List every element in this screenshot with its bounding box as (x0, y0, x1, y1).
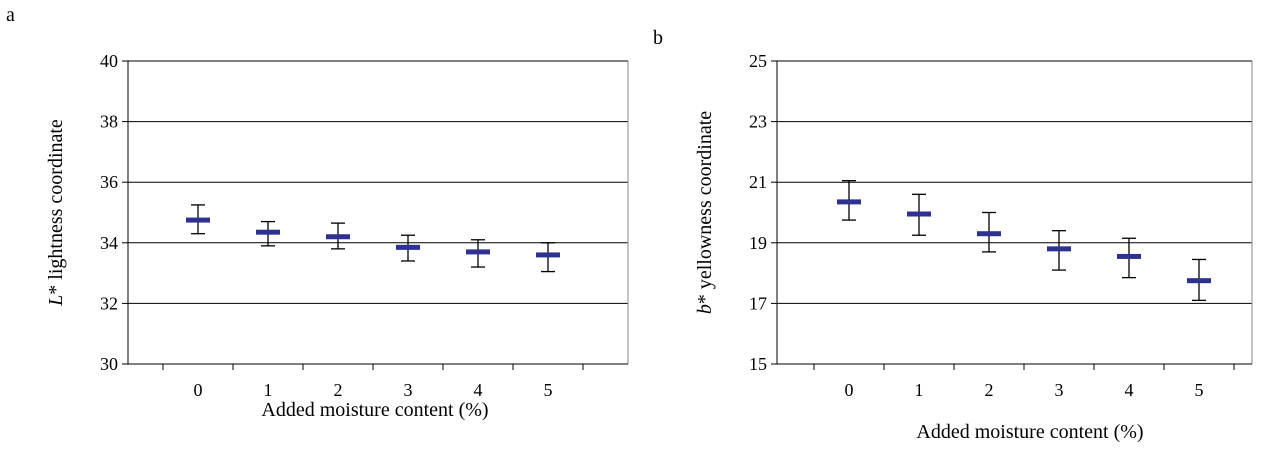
x-tick-label: 5 (1195, 380, 1204, 400)
panel-letter-b: b (653, 27, 663, 49)
y-tick-label: 21 (749, 172, 767, 192)
y-tick-label: 17 (749, 293, 767, 313)
data-point (256, 229, 280, 235)
x-axis-title: Added moisture content (%) (916, 421, 1143, 443)
x-tick-label: 0 (194, 380, 203, 400)
data-point (536, 252, 560, 258)
y-axis-title: b* yellowness coordinate (694, 111, 716, 314)
y-axis-title: L* lightness coordinate (45, 119, 67, 307)
data-point (837, 199, 861, 205)
data-point (1047, 246, 1071, 252)
y-tick-label: 34 (100, 233, 118, 253)
y-tick-label: 38 (100, 112, 118, 132)
y-tick-label: 32 (100, 293, 118, 313)
x-tick-label: 3 (404, 380, 413, 400)
y-tick-label: 40 (100, 51, 118, 71)
x-tick-label: 4 (1125, 380, 1134, 400)
panel-letter-a: a (6, 4, 15, 26)
data-point (977, 231, 1001, 237)
data-point (1187, 278, 1211, 284)
y-tick-label: 15 (749, 354, 767, 374)
y-tick-label: 30 (100, 354, 118, 374)
data-point (326, 234, 350, 240)
x-tick-label: 2 (985, 380, 994, 400)
x-tick-label: 3 (1055, 380, 1064, 400)
x-tick-label: 1 (264, 380, 273, 400)
x-tick-label: 5 (544, 380, 553, 400)
y-axis-title-variable: L (45, 295, 67, 307)
y-tick-label: 23 (749, 112, 767, 132)
x-tick-label: 1 (915, 380, 924, 400)
x-tick-label: 4 (474, 380, 483, 400)
y-tick-label: 19 (749, 233, 767, 253)
data-point (186, 217, 210, 223)
y-axis-title-variable: b (694, 304, 716, 314)
data-point (907, 211, 931, 217)
x-axis-title: Added moisture content (%) (261, 399, 488, 421)
y-tick-label: 25 (749, 51, 767, 71)
y-tick-label: 36 (100, 172, 118, 192)
y-axis-title-text: * lightness coordinate (45, 119, 67, 295)
data-point (1117, 253, 1141, 259)
x-tick-label: 2 (334, 380, 343, 400)
data-point (396, 244, 420, 250)
x-tick-label: 0 (845, 380, 854, 400)
data-point (466, 249, 490, 255)
y-axis-title-text: * yellowness coordinate (694, 111, 716, 304)
